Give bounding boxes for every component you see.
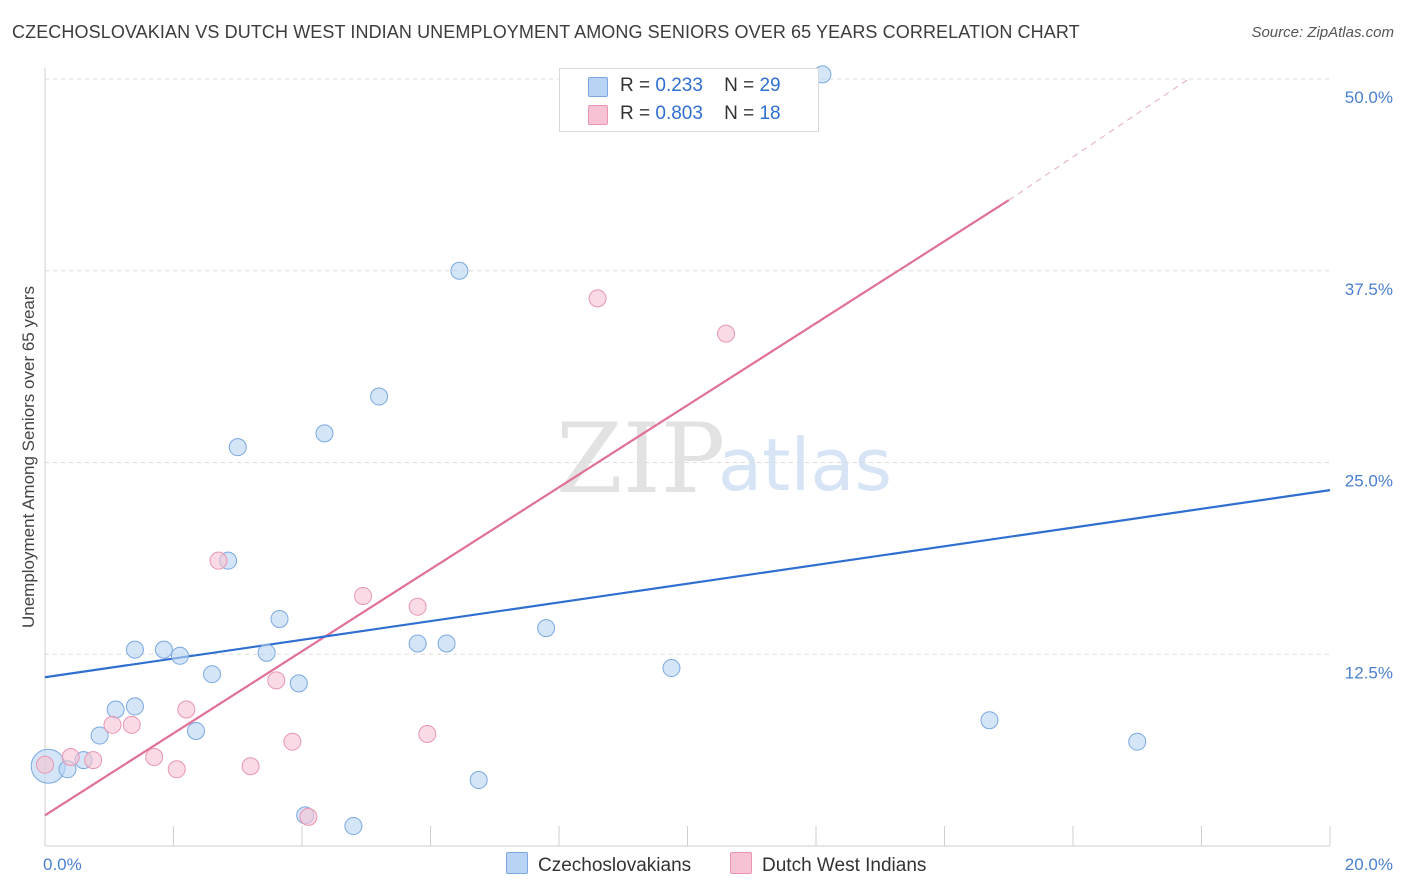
- trendline-dutch: [44, 199, 1010, 817]
- point-czech: [537, 619, 556, 638]
- point-czech: [289, 674, 308, 693]
- bottom-legend-dutch: Dutch West Indians: [730, 852, 926, 877]
- axes: [44, 68, 1331, 847]
- point-czech: [662, 659, 681, 678]
- point-dutch: [209, 551, 228, 570]
- bottom-legend-label-czech: Czechoslovakians: [538, 855, 692, 876]
- point-dutch: [61, 748, 80, 767]
- point-dutch: [103, 715, 122, 734]
- point-czech: [370, 387, 389, 406]
- y-tick-label: 37.5%: [1345, 280, 1393, 299]
- point-czech: [203, 665, 222, 684]
- correlation-legend: R = 0.233 N = 29 R = 0.803 N = 18: [559, 68, 819, 132]
- legend-swatch-dutch: [588, 105, 608, 125]
- point-czech: [344, 817, 363, 836]
- point-dutch: [354, 586, 373, 605]
- point-czech: [980, 711, 999, 730]
- point-czech: [90, 726, 109, 745]
- point-dutch: [84, 751, 103, 770]
- legend-n-label: N =: [724, 103, 755, 124]
- point-czech: [154, 640, 173, 659]
- x-tick-label: 0.0%: [43, 855, 82, 874]
- watermark: ZIP atlas: [556, 403, 892, 515]
- point-dutch: [167, 760, 186, 779]
- legend-n-value: 29: [759, 75, 781, 96]
- point-czech: [257, 643, 276, 662]
- bottom-legend-label-dutch: Dutch West Indians: [762, 855, 927, 876]
- point-czech: [170, 646, 189, 665]
- legend-r-label: R =: [620, 103, 651, 124]
- watermark-atlas: atlas: [718, 423, 892, 507]
- trendline-czech: [44, 489, 1331, 679]
- point-czech: [125, 640, 144, 659]
- y-tick-label: 50.0%: [1345, 88, 1393, 107]
- legend-swatch-czech: [588, 77, 608, 97]
- legend-r-value: 0.803: [655, 103, 703, 124]
- point-czech: [408, 634, 427, 653]
- point-czech: [125, 697, 144, 716]
- watermark-zip: ZIP: [556, 403, 725, 515]
- point-dutch: [122, 715, 141, 734]
- point-dutch: [145, 748, 164, 767]
- trendline-dutch-extension: [1008, 78, 1189, 201]
- source-credit: Source: ZipAtlas.com: [1251, 24, 1394, 41]
- gridlines: [45, 78, 1330, 655]
- x-tick-label: 20.0%: [1345, 855, 1393, 874]
- trendlines: [44, 78, 1331, 817]
- point-dutch: [717, 324, 736, 343]
- y-axis-label: Unemployment Among Seniors over 65 years: [19, 286, 38, 628]
- point-dutch: [418, 725, 437, 744]
- point-czech: [450, 261, 469, 280]
- chart-title: CZECHOSLOVAKIAN VS DUTCH WEST INDIAN UNE…: [12, 22, 1080, 42]
- y-tick-label: 12.5%: [1345, 663, 1393, 682]
- point-dutch: [241, 757, 260, 776]
- point-czech: [437, 634, 456, 653]
- legend-r-label: R =: [620, 75, 651, 96]
- bottom-legend-czech: Czechoslovakians: [506, 852, 691, 877]
- point-dutch: [588, 289, 607, 308]
- data-points: [30, 65, 1147, 836]
- point-czech: [186, 721, 205, 740]
- point-dutch: [177, 700, 196, 719]
- legend-n-value: 18: [759, 103, 781, 124]
- point-czech: [315, 424, 334, 443]
- point-czech: [270, 609, 289, 628]
- bottom-legend-swatch-dutch: [730, 852, 752, 874]
- point-dutch: [299, 807, 318, 826]
- bottom-legend-swatch-czech: [506, 852, 528, 874]
- y-tick-label: 25.0%: [1345, 472, 1393, 491]
- point-dutch: [408, 597, 427, 616]
- point-czech: [106, 700, 125, 719]
- legend-r-value: 0.233: [655, 75, 703, 96]
- point-dutch: [267, 671, 286, 690]
- legend-text-dutch: R = 0.803 N = 18: [620, 103, 781, 125]
- legend-n-label: N =: [724, 75, 755, 96]
- point-czech: [1128, 732, 1147, 751]
- point-dutch: [36, 755, 54, 774]
- tick-labels: 12.5% 25.0% 37.5% 50.0% 0.0% 20.0%: [43, 88, 1393, 874]
- point-czech: [469, 771, 488, 790]
- legend-text-czech: R = 0.233 N = 29: [620, 75, 781, 97]
- point-dutch: [283, 732, 302, 751]
- point-czech: [228, 438, 247, 457]
